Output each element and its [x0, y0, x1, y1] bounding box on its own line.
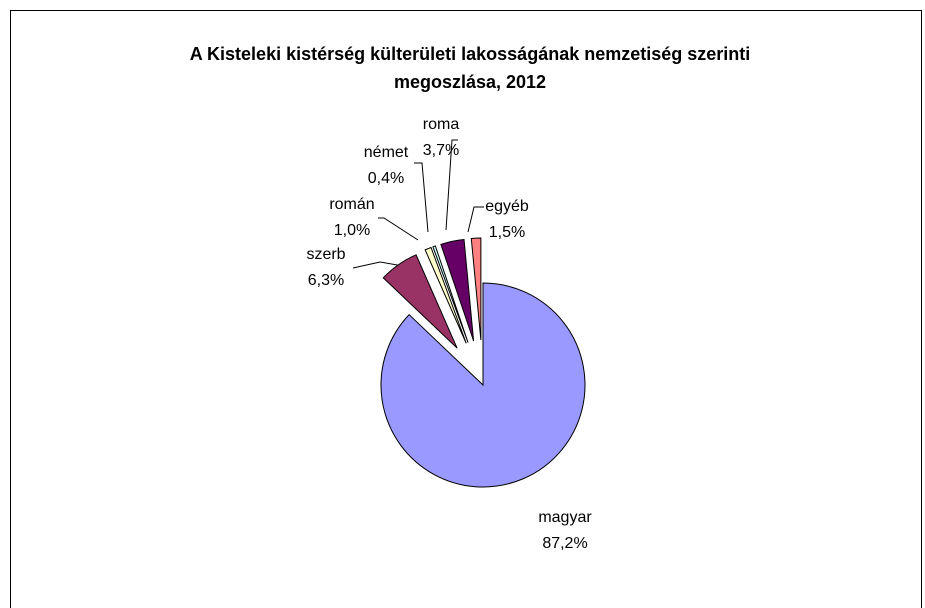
leader-line — [378, 217, 419, 241]
pie-slice — [470, 237, 482, 341]
chart-title: A Kisteleki kistérség külterületi lakoss… — [189, 44, 751, 92]
slice-label: magyar — [538, 509, 592, 526]
slice-value-label: 3,7% — [423, 142, 459, 159]
pie-slice — [424, 246, 467, 344]
slice-label: roma — [423, 116, 460, 133]
pie-slice — [382, 254, 458, 349]
pie-slice — [440, 238, 475, 342]
leader-lines — [352, 139, 484, 269]
pie-slice — [380, 282, 586, 488]
slice-label: német — [364, 144, 409, 161]
slice-value-label: 1,0% — [334, 222, 370, 239]
slice-label: szerb — [306, 246, 345, 263]
slice-value-label: 6,3% — [308, 272, 344, 289]
leader-line — [414, 162, 429, 233]
leader-line — [467, 206, 484, 233]
slice-value-label: 0,4% — [368, 170, 404, 187]
pie-slice — [432, 245, 469, 343]
slice-label: román — [329, 196, 374, 213]
leader-line — [445, 139, 458, 231]
slice-value-label: 87,2% — [542, 535, 587, 552]
slice-label: egyéb — [485, 198, 529, 215]
slice-value-label: 1,5% — [489, 224, 525, 241]
